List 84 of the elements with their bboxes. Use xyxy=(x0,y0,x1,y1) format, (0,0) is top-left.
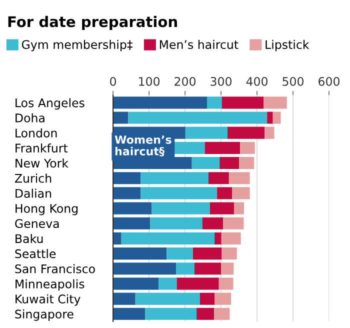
bar xyxy=(150,217,202,230)
y-tick-label: Dalian xyxy=(16,188,52,198)
x-tick-label: 100 xyxy=(139,76,160,86)
y-tick-label: Seattle xyxy=(15,249,56,258)
bar xyxy=(234,202,244,214)
bar xyxy=(228,172,250,184)
chart-title: For date preparation xyxy=(8,16,177,30)
bar xyxy=(121,232,215,244)
bar xyxy=(113,262,176,275)
bar xyxy=(210,202,234,214)
bar xyxy=(194,262,222,275)
x-tick-label: 0 xyxy=(110,76,116,86)
bar xyxy=(145,308,197,320)
bar xyxy=(204,142,240,154)
x-tick-label: 300 xyxy=(210,76,232,86)
bar xyxy=(113,217,150,230)
bar xyxy=(222,248,237,260)
y-tick-label: New York xyxy=(16,158,68,168)
y-tick-label: Frankfurt xyxy=(16,143,68,153)
bar xyxy=(176,278,219,290)
bar xyxy=(113,172,141,184)
bar xyxy=(128,112,268,124)
bar xyxy=(140,187,218,200)
bar xyxy=(206,96,222,109)
bar xyxy=(220,156,240,170)
bar xyxy=(223,217,244,230)
x-tick-label: 500 xyxy=(282,76,304,86)
y-tick-label: Singapore xyxy=(15,309,74,321)
bar xyxy=(152,202,210,214)
y-tick-label: Los Angeles xyxy=(16,98,84,110)
bar xyxy=(176,262,194,275)
bar xyxy=(202,217,224,230)
bar xyxy=(113,232,122,244)
legend-label: Men’s haircut xyxy=(160,40,238,50)
y-tick-label: Zurich xyxy=(14,174,52,183)
bar xyxy=(222,96,264,109)
bar xyxy=(228,126,265,139)
bar xyxy=(158,278,177,290)
bar xyxy=(113,202,152,214)
x-tick-label: 600 xyxy=(318,76,340,86)
bar xyxy=(113,308,146,320)
y-tick-label: San Francisco xyxy=(15,264,95,274)
bar xyxy=(192,156,220,170)
bar xyxy=(263,96,287,109)
bar xyxy=(214,308,230,320)
y-tick-label: London xyxy=(16,128,57,138)
bar xyxy=(264,126,274,139)
bar xyxy=(200,292,215,305)
y-tick-label: Hong Kong xyxy=(16,204,78,216)
bar xyxy=(272,112,281,124)
bar xyxy=(218,278,234,290)
bar xyxy=(221,232,241,244)
bar xyxy=(196,308,214,320)
bar xyxy=(166,248,193,260)
bar xyxy=(113,292,136,305)
x-tick-label: 400 xyxy=(246,76,268,86)
bar xyxy=(113,248,167,260)
bar xyxy=(185,126,228,139)
bar xyxy=(113,112,128,124)
bar xyxy=(232,187,250,200)
bar xyxy=(208,172,229,184)
bar xyxy=(239,156,254,170)
bar xyxy=(174,142,205,154)
bar xyxy=(140,172,208,184)
y-tick-label: Kuwait City xyxy=(16,294,80,306)
bar xyxy=(192,248,222,260)
bar xyxy=(217,187,232,200)
y-tick-label: Minneapolis xyxy=(16,279,84,291)
legend-label: Gym membership‡ xyxy=(22,40,132,52)
bar xyxy=(214,292,232,305)
bar xyxy=(113,96,207,109)
bar xyxy=(267,112,273,124)
x-tick-label: 200 xyxy=(174,76,196,86)
bar xyxy=(113,187,141,200)
bar xyxy=(240,142,255,154)
y-tick-label: Baku xyxy=(16,234,43,244)
bar xyxy=(221,262,234,275)
bar xyxy=(113,278,159,290)
y-tick-label: Doha xyxy=(16,113,44,122)
legend-label: Lipstick xyxy=(266,40,310,52)
bar xyxy=(135,292,200,305)
bar xyxy=(214,232,222,244)
y-tick-label: Geneva xyxy=(15,219,59,228)
series-label: Women’s haircut§ xyxy=(114,136,172,156)
